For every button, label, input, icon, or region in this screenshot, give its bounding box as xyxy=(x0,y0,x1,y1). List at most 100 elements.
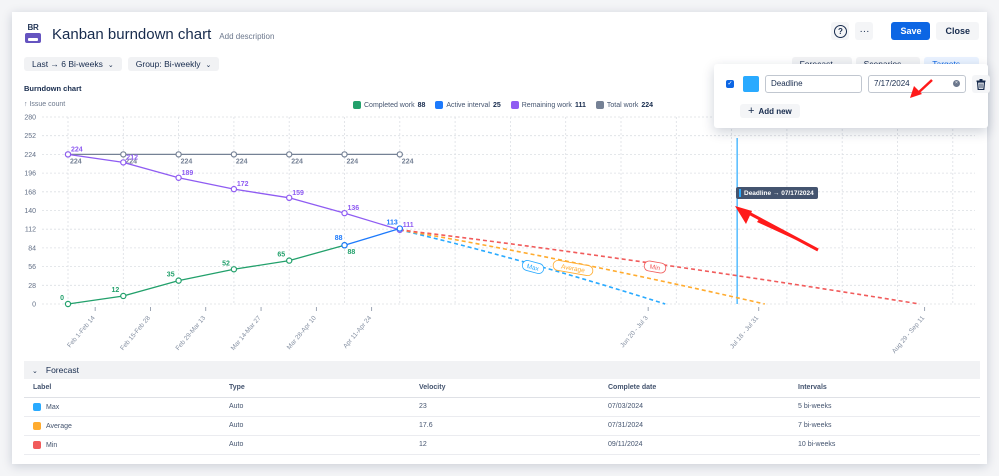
data-point[interactable] xyxy=(175,151,182,158)
data-label: 88 xyxy=(335,235,343,242)
data-point[interactable] xyxy=(230,266,238,273)
data-point[interactable] xyxy=(286,194,293,202)
data-label: 224 xyxy=(236,158,248,165)
data-label: 136 xyxy=(348,205,360,212)
target-date-input[interactable]: 7/17/2024 × xyxy=(868,75,966,93)
color-swatch xyxy=(33,402,41,411)
x-tick-label: Aug 29 - Sep 11 xyxy=(891,314,926,354)
chevron-down-icon: ⌄ xyxy=(107,62,114,69)
help-icon: ? xyxy=(833,24,847,38)
target-row: ✓ Deadline 7/17/2024 × xyxy=(726,75,990,93)
delete-target-button[interactable] xyxy=(972,75,990,93)
legend-active-interval[interactable]: Active interval 25 xyxy=(435,101,501,109)
data-point[interactable] xyxy=(396,151,403,158)
header-actions: ? ··· Save Close xyxy=(831,22,979,40)
target-name-input[interactable]: Deadline xyxy=(765,75,862,93)
data-label: 224 xyxy=(347,158,359,165)
y-tick-label: 112 xyxy=(25,227,36,234)
data-point[interactable] xyxy=(286,151,293,158)
svg-text:Average: Average xyxy=(560,263,585,274)
data-point[interactable] xyxy=(341,242,348,249)
data-label: 212 xyxy=(126,154,138,161)
help-button[interactable]: ? xyxy=(831,22,850,40)
deadline-marker-label: Deadline → 07/17/2024 xyxy=(736,187,818,199)
forecast-section: ⌄ Forecast Label Type Velocity Complete d… xyxy=(24,361,980,455)
data-label: 224 xyxy=(71,146,83,153)
target-enabled-checkbox[interactable]: ✓ xyxy=(726,80,734,88)
report-title[interactable]: Kanban burndown chart xyxy=(52,25,212,43)
data-label: 224 xyxy=(402,158,414,165)
period-dropdown[interactable]: Last → 6 Bi-weeks ⌄ xyxy=(24,57,122,71)
trash-icon xyxy=(976,78,986,90)
forecast-line-min xyxy=(399,229,920,305)
data-point[interactable] xyxy=(230,151,238,158)
more-icon: ··· xyxy=(859,25,870,37)
chart-legend: Completed work 88 Active interval 25 Remai… xyxy=(353,101,653,109)
column-header-label: Label xyxy=(24,379,220,398)
y-tick-label: 0 xyxy=(32,302,36,309)
data-point[interactable] xyxy=(286,257,293,264)
data-label: 159 xyxy=(292,190,304,197)
column-header-velocity: Velocity xyxy=(410,379,599,398)
data-label: 224 xyxy=(125,158,137,165)
data-point[interactable] xyxy=(120,292,127,300)
add-new-target-button[interactable]: + Add new xyxy=(740,104,800,118)
data-label: 189 xyxy=(182,170,194,177)
column-header-type: Type xyxy=(220,379,410,398)
deadline-color-bar xyxy=(739,189,741,197)
data-point[interactable] xyxy=(341,209,348,217)
data-label: 113 xyxy=(387,220,398,227)
chevron-down-icon: ⌄ xyxy=(205,62,212,69)
data-point[interactable] xyxy=(64,300,72,308)
column-header-complete-date: Complete date xyxy=(599,379,789,398)
x-tick-label: Mar 28-Apr 10 xyxy=(286,314,318,351)
report-header: BR Kanban burndown chart Add description xyxy=(24,24,274,44)
table-row: Min Auto 12 09/11/2024 10 bi-weeks xyxy=(24,435,980,455)
y-tick-label: 280 xyxy=(24,115,36,122)
legend-swatch xyxy=(435,101,444,109)
x-tick-label: Feb 15-Feb 28 xyxy=(119,314,152,351)
more-button[interactable]: ··· xyxy=(855,22,874,40)
save-button[interactable]: Save xyxy=(891,22,931,40)
data-point[interactable] xyxy=(396,225,403,232)
data-label: 88 xyxy=(348,249,356,256)
data-point[interactable] xyxy=(64,151,72,158)
y-tick-label: 84 xyxy=(28,245,36,252)
target-color-picker[interactable] xyxy=(743,76,759,92)
left-filters: Last → 6 Bi-weeks ⌄ Group: Bi-weekly ⌄ xyxy=(24,57,220,71)
series-line-completed-work xyxy=(67,244,345,305)
data-point[interactable] xyxy=(230,185,238,193)
y-tick-label: 168 xyxy=(24,189,36,196)
data-point[interactable] xyxy=(175,174,182,181)
add-description-link[interactable]: Add description xyxy=(219,31,275,41)
svg-text:Min: Min xyxy=(649,264,661,273)
color-swatch xyxy=(33,421,41,430)
series-line-active-interval xyxy=(344,227,400,246)
y-tick-label: 28 xyxy=(28,283,36,290)
legend-completed-work[interactable]: Completed work 88 xyxy=(353,101,425,109)
close-button[interactable]: Close xyxy=(936,22,979,40)
data-point[interactable] xyxy=(341,151,348,158)
burndown-chart[interactable]: 0 28 56 84 112 140 168 196 224 252 280 Feb 1-Feb 14… xyxy=(0,0,999,360)
forecast-badge-max: Max xyxy=(521,260,545,274)
legend-total-work[interactable]: Total work 224 xyxy=(595,101,653,109)
data-point[interactable] xyxy=(120,151,127,158)
y-tick-label: 140 xyxy=(24,208,36,215)
data-label: 172 xyxy=(237,181,249,188)
data-label: 12 xyxy=(112,287,120,294)
group-dropdown[interactable]: Group: Bi-weekly ⌄ xyxy=(127,57,220,71)
data-point[interactable] xyxy=(120,159,127,166)
data-point[interactable] xyxy=(175,277,182,284)
clear-date-icon[interactable]: × xyxy=(953,80,960,87)
y-tick-label: 224 xyxy=(24,152,36,159)
data-label: 0 xyxy=(60,295,64,302)
app-logo-icon: BR xyxy=(24,24,42,44)
x-tick-label: Jul 18 - Jul 31 xyxy=(729,314,761,350)
x-tick-label: Jun 20 - Jul 3 xyxy=(619,314,650,349)
targets-popover: ✓ Deadline 7/17/2024 × + Add new xyxy=(714,64,990,128)
legend-remaining-work[interactable]: Remaining work 111 xyxy=(510,101,586,109)
data-label: 52 xyxy=(222,260,230,267)
x-tick-label: Apr 11-Apr 24 xyxy=(342,314,373,349)
forecast-section-toggle[interactable]: ⌄ Forecast xyxy=(24,361,980,379)
color-swatch xyxy=(33,440,41,449)
